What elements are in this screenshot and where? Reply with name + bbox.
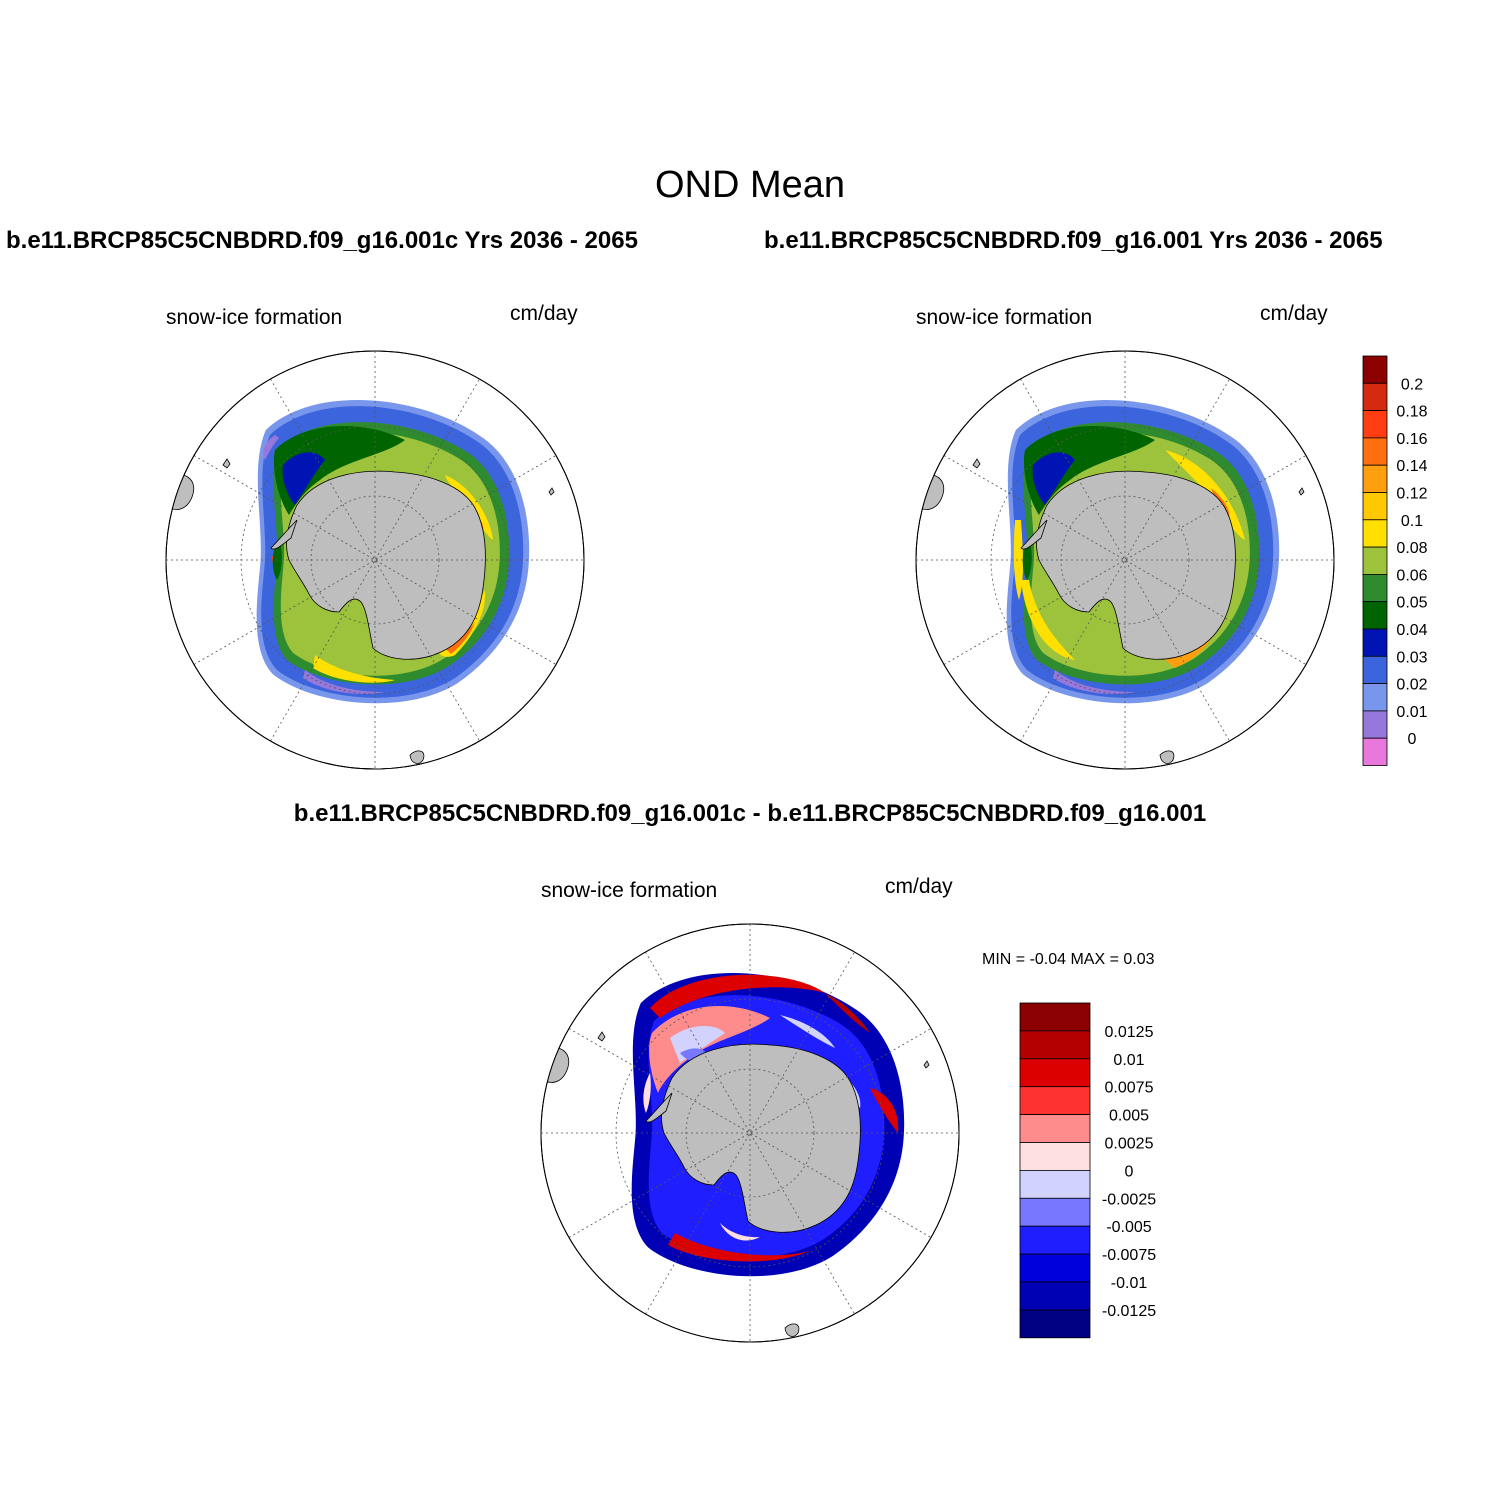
colorbar-top-swatch [1362, 464, 1388, 493]
colorbar-diff-tick-label: 0.01 [1113, 1052, 1144, 1069]
panel-1-variable: snow-ice formation [166, 306, 343, 329]
map-panel-difference [540, 923, 960, 1343]
min-max-readout: MIN = -0.04 MAX = 0.03 [982, 951, 1155, 968]
colorbar-top-swatch [1362, 710, 1388, 739]
colorbar-top-tick-label: 0.02 [1396, 677, 1427, 694]
main-title: OND Mean [654, 164, 846, 206]
map-panel-2 [915, 350, 1335, 770]
colorbar-top-swatch [1362, 601, 1388, 630]
colorbar-diff-swatch [1019, 1058, 1091, 1088]
colorbar-top-swatch [1362, 546, 1388, 575]
colorbar-top-tick-label: 0.1 [1401, 513, 1423, 530]
colorbar-diff-tick-label: 0 [1125, 1163, 1134, 1180]
colorbar-top: 0.2 0.18 0.16 0.14 0.12 0.1 0.08 0.06 0.05 0.04 0.… [1362, 355, 1428, 766]
colorbar-diff-tick-label: 0.005 [1109, 1108, 1149, 1125]
colorbar-diff-swatch [1019, 1281, 1091, 1311]
colorbar-top-tick-label: 0.16 [1396, 431, 1427, 448]
panel-2-variable: snow-ice formation [916, 306, 1093, 329]
case-title-right: b.e11.BRCP85C5CNBDRD.f09_g16.001 Yrs 203… [764, 227, 1383, 254]
colorbar-diff-swatch [1019, 1170, 1091, 1199]
colorbar-diff-tick-label: 0.0025 [1105, 1136, 1154, 1153]
colorbar-top-swatch [1362, 737, 1388, 766]
colorbar-top-tick-label: 0.01 [1396, 704, 1427, 721]
colorbar-top-tick-label: 0.08 [1396, 540, 1427, 557]
panel-1-units: cm/day [510, 302, 578, 325]
colorbar-diff-tick-label: 0.0075 [1105, 1080, 1154, 1097]
panel-3-units: cm/day [885, 875, 953, 898]
map-panel-1 [165, 350, 585, 770]
colorbar-top-swatch [1362, 410, 1388, 439]
colorbar-diff-swatch [1019, 1114, 1091, 1143]
colorbar-diff-tick-label: -0.01 [1111, 1275, 1148, 1292]
colorbar-top-swatch [1362, 655, 1388, 684]
colorbar-diff-tick-label: -0.005 [1106, 1219, 1151, 1236]
panel-2-units: cm/day [1260, 302, 1328, 325]
colorbar-top-swatch [1362, 519, 1388, 548]
colorbar-top-swatch [1362, 628, 1388, 657]
colorbar-top-tick-label: 0.18 [1396, 404, 1427, 421]
colorbar-top-tick-label: 0.05 [1396, 595, 1427, 612]
colorbar-diff-swatch [1019, 1253, 1091, 1283]
colorbar-top-swatch [1362, 492, 1388, 521]
colorbar-diff-tick-label: -0.0075 [1102, 1247, 1156, 1264]
colorbar-top-tick-label: 0.14 [1396, 458, 1427, 475]
colorbar-top-swatch [1362, 382, 1388, 411]
colorbar-diff-swatch [1019, 1142, 1091, 1171]
colorbar-diff-tick-label: 0.0125 [1105, 1024, 1154, 1041]
colorbar-top-tick-label: 0.06 [1396, 567, 1427, 584]
colorbar-top-swatch [1362, 574, 1388, 603]
colorbar-diff-swatch [1019, 1309, 1091, 1339]
colorbar-diff-swatch [1019, 1225, 1091, 1255]
colorbar-top-tick-label: 0.03 [1396, 649, 1427, 666]
colorbar-diff-swatch [1019, 1030, 1091, 1060]
colorbar-diff-tick-label: -0.0125 [1102, 1303, 1156, 1320]
panel-3-variable: snow-ice formation [541, 879, 718, 902]
colorbar-difference: 0.0125 0.01 0.0075 0.005 0.0025 0 -0.0025 -0.00… [1019, 1002, 1156, 1339]
colorbar-top-swatch [1362, 355, 1388, 384]
colorbar-diff-swatch [1019, 1002, 1091, 1032]
colorbar-top-tick-label: 0.12 [1396, 486, 1427, 503]
colorbar-diff-swatch [1019, 1197, 1091, 1227]
difference-title: b.e11.BRCP85C5CNBDRD.f09_g16.001c - b.e1… [293, 800, 1207, 827]
colorbar-top-tick-label: 0.04 [1396, 622, 1427, 639]
colorbar-top-swatch [1362, 683, 1388, 712]
colorbar-diff-swatch [1019, 1086, 1091, 1115]
colorbar-top-tick-label: 0.2 [1401, 376, 1423, 393]
colorbar-diff-tick-label: -0.0025 [1102, 1191, 1156, 1208]
colorbar-top-swatch [1362, 437, 1388, 466]
colorbar-top-tick-label: 0 [1408, 731, 1417, 748]
case-title-left: b.e11.BRCP85C5CNBDRD.f09_g16.001c Yrs 20… [6, 227, 638, 254]
